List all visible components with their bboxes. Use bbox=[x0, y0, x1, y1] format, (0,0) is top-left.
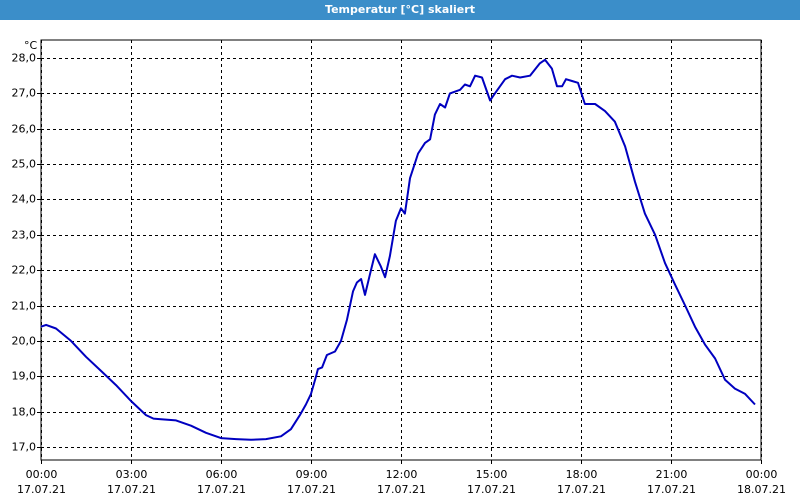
x-tick-label: 12:00 bbox=[386, 468, 418, 481]
x-tick-date: 17.07.21 bbox=[287, 483, 336, 496]
y-tick-label: 24,0 bbox=[12, 193, 37, 206]
y-tick-label: 26,0 bbox=[12, 123, 37, 136]
y-tick-label: 28,0 bbox=[12, 52, 37, 65]
x-tick-date: 17.07.21 bbox=[197, 483, 246, 496]
x-tick-label: 06:00 bbox=[206, 468, 238, 481]
y-tick-label: 18,0 bbox=[12, 406, 37, 419]
data-line bbox=[40, 58, 756, 441]
y-tick-label: 25,0 bbox=[12, 158, 37, 171]
x-tick-label: 15:00 bbox=[476, 468, 508, 481]
x-tick-label: 00:00 bbox=[26, 468, 58, 481]
y-tick-label: 21,0 bbox=[12, 300, 37, 313]
x-tick-label: 03:00 bbox=[116, 468, 148, 481]
x-tick-date: 18.07.21 bbox=[737, 483, 786, 496]
x-tick-label: 00:00 bbox=[746, 468, 778, 481]
x-tick-date: 17.07.21 bbox=[467, 483, 516, 496]
y-tick-label: 17,0 bbox=[12, 441, 37, 454]
x-tick-date: 17.07.21 bbox=[107, 483, 156, 496]
y-tick-label: 19,0 bbox=[12, 370, 37, 383]
x-tick-label: 21:00 bbox=[656, 468, 688, 481]
y-unit: °C bbox=[24, 39, 38, 52]
y-tick-label: 27,0 bbox=[12, 87, 37, 100]
window-title: Temperatur [°C] skaliert bbox=[0, 0, 800, 20]
x-tick-date: 17.07.21 bbox=[17, 483, 66, 496]
x-tick-date: 17.07.21 bbox=[377, 483, 426, 496]
x-tick-label: 18:00 bbox=[566, 468, 598, 481]
x-tick-date: 17.07.21 bbox=[647, 483, 696, 496]
y-tick-label: 23,0 bbox=[12, 229, 37, 242]
y-tick-label: 22,0 bbox=[12, 264, 37, 277]
x-tick-date: 17.07.21 bbox=[557, 483, 606, 496]
y-tick-label: 20,0 bbox=[12, 335, 37, 348]
x-tick-label: 09:00 bbox=[296, 468, 328, 481]
